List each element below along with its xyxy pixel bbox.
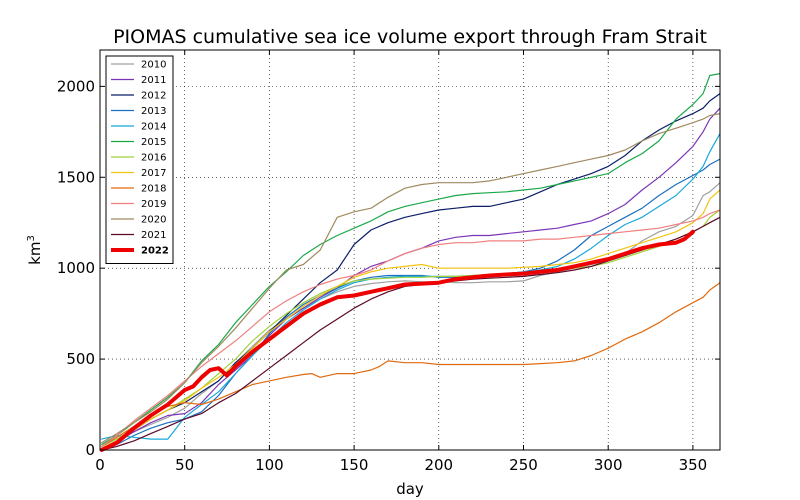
legend-label-2014: 2014	[141, 122, 166, 133]
series-line-2012	[101, 92, 721, 449]
legend-label-2021: 2021	[141, 230, 166, 241]
x-tick-label: 100	[255, 456, 284, 474]
ticks: 0 50 100 150 200 250 300 350 0 500 1000 1500 2000	[57, 50, 720, 474]
plot-frame	[99, 49, 721, 451]
x-tick-label: 200	[424, 456, 453, 474]
series-line-2013	[101, 158, 721, 451]
y-axis-label: km3	[26, 235, 44, 265]
x-tick-label: 150	[340, 456, 369, 474]
legend-label-2013: 2013	[141, 106, 166, 117]
series-line-2019	[101, 209, 721, 447]
y-tick-label: 1500	[57, 168, 95, 186]
legend-label-2012: 2012	[141, 91, 166, 102]
x-tick-label: 300	[594, 456, 623, 474]
legend-label-2019: 2019	[141, 199, 166, 210]
series-line-2015	[101, 72, 721, 446]
series-line-2020	[101, 112, 721, 444]
series-line-2014	[101, 133, 721, 440]
series-line-2018	[101, 282, 721, 447]
y-tick-label: 0	[85, 441, 95, 459]
legend-label-2017: 2017	[141, 168, 166, 179]
y-tick-label: 1000	[57, 259, 95, 277]
legend-label-2020: 2020	[141, 215, 166, 226]
x-tick-label: 350	[679, 456, 708, 474]
legend-box	[105, 55, 174, 264]
legend-label-2011: 2011	[141, 75, 166, 86]
x-tick-label: 50	[175, 456, 194, 474]
legend-label-2015: 2015	[141, 137, 166, 148]
legend-label-2016: 2016	[141, 153, 166, 164]
x-tick-label: 0	[95, 456, 105, 474]
y-tick-label: 2000	[57, 77, 95, 95]
grid	[100, 50, 720, 450]
series-layer	[99, 72, 721, 452]
x-axis-label: day	[396, 480, 424, 498]
y-axis-label-unit: km	[26, 242, 44, 265]
chart-title: PIOMAS cumulative sea ice volume export …	[113, 26, 707, 48]
legend: 2010 2011 2012 2013 2014 2015 2016 2017 2018 2019…	[105, 55, 174, 264]
y-axis-label-superscript: 3	[26, 235, 37, 241]
y-tick-label: 500	[66, 350, 95, 368]
series-line-2022	[99, 229, 695, 452]
series-line-2016	[101, 209, 721, 447]
legend-label-2022: 2022	[141, 246, 169, 257]
series-line-2017	[101, 189, 721, 449]
legend-label-2010: 2010	[141, 60, 166, 71]
legend-label-2018: 2018	[141, 184, 166, 195]
x-tick-label: 250	[509, 456, 538, 474]
